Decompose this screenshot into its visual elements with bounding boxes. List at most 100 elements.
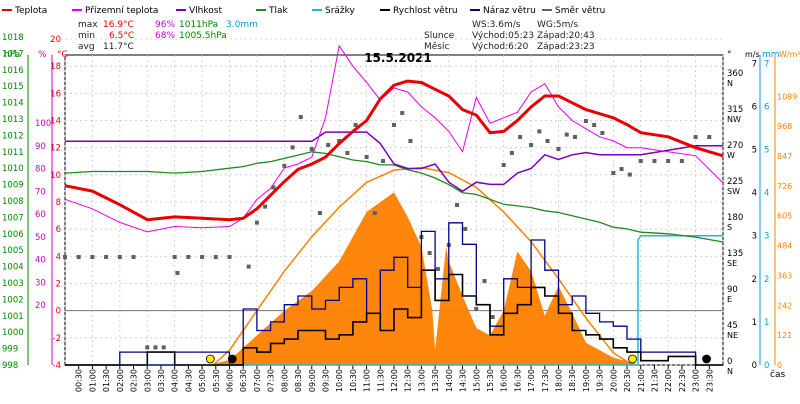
stat-max-rain: 3.0mm <box>226 20 258 30</box>
c-tick-label: 6 <box>56 225 61 235</box>
x-tick-label: 04:30 <box>184 369 193 392</box>
x-tick-label: 11:00 <box>363 369 372 392</box>
wind-direction-point <box>435 267 440 271</box>
x-tick-label: 10:00 <box>335 369 344 392</box>
pct-tick-label: 50 <box>35 233 46 243</box>
ms-tick-label: 3 <box>752 232 757 242</box>
hpa-tick-label: 1011 <box>2 148 24 158</box>
wind-direction-point <box>364 155 369 159</box>
x-tick-label: 21:00 <box>637 369 646 392</box>
x-tick-label: 05:30 <box>212 369 221 392</box>
stat-avg-temp: 11.7°C <box>103 42 134 52</box>
wind-direction-point <box>271 185 276 190</box>
hpa-tick-label: 998 <box>2 361 18 371</box>
x-tick-label: 12:00 <box>390 369 399 392</box>
c-tick-label: 18 <box>50 62 61 72</box>
ms-tick-label: 0 <box>752 361 757 371</box>
deg-tick-label: 360 <box>727 69 743 79</box>
wind-direction-point <box>537 129 542 134</box>
wind-direction-point <box>353 123 358 127</box>
stat-min-hum: 68% <box>155 31 175 41</box>
wind-direction-point <box>400 111 405 115</box>
wind-direction-point <box>282 163 287 168</box>
wind-direction-point <box>381 159 386 163</box>
c-tick-label: 12 <box>50 144 61 154</box>
x-tick-label: 05:00 <box>198 369 207 392</box>
hpa-tick-label: 999 <box>2 345 18 355</box>
x-tick-label: 02:30 <box>130 369 139 392</box>
stats-block: max 16.9°C 96% 1011hPa 3.0mm min 6.5°C 6… <box>78 20 595 52</box>
wind-direction-point <box>345 151 350 155</box>
pct-tick-label: 30 <box>35 278 46 288</box>
deg-dir-label: S <box>727 223 732 232</box>
x-tick-label: 15:00 <box>472 369 481 392</box>
wm2-tick-label: 847 <box>777 152 792 161</box>
legend-label-precipitation: Srážky <box>325 6 356 16</box>
moonset-marker <box>702 354 711 364</box>
moonrise-marker <box>227 354 237 364</box>
x-tick-label: 01:30 <box>102 369 111 392</box>
x-tick-label: 17:30 <box>541 369 550 392</box>
wind-speed-line <box>65 269 723 366</box>
wm2-tick-label: 1089 <box>777 92 797 101</box>
wm2-tick-label: 605 <box>777 212 792 221</box>
legend-label-wind_direction: Směr větru <box>555 6 605 16</box>
pct-tick-label: 20 <box>35 301 46 311</box>
solar-theory-line <box>212 166 633 366</box>
x-tick-label: 16:00 <box>500 369 509 392</box>
wind-direction-point <box>627 172 632 177</box>
wind-direction-point <box>200 255 205 259</box>
x-tick-label: 14:00 <box>445 369 454 392</box>
moonrise-text: Východ:6:20 <box>472 42 529 52</box>
wind-direction-point <box>463 227 468 231</box>
x-tick-label: 19:00 <box>582 369 591 392</box>
pct-tick-label: 90 <box>35 142 46 152</box>
wind-direction-point <box>317 211 322 215</box>
apparent-temp-line <box>64 44 724 233</box>
wind-direction-point <box>482 279 487 283</box>
x-tick-label: 03:00 <box>143 369 152 392</box>
hpa-tick-label: 1015 <box>2 82 24 92</box>
axis-hpa-label: hPa <box>4 50 20 60</box>
x-tick-label: 07:30 <box>267 369 276 392</box>
hpa-tick-label: 1017 <box>2 49 24 59</box>
axis-wm2-label: W/m² <box>779 50 800 59</box>
stat-min-press: 1005.5hPa <box>179 31 227 41</box>
hpa-tick-label: 1016 <box>2 66 24 76</box>
wm2-tick-label: 121 <box>777 331 792 340</box>
wind-direction-point <box>564 132 569 137</box>
wind-direction-point <box>309 147 314 151</box>
pct-tick-label: 100 <box>35 119 51 129</box>
x-tick-label: 06:30 <box>239 369 248 392</box>
axis-mm-label: mm <box>762 50 780 60</box>
deg-tick-label: 225 <box>727 177 743 187</box>
legend-label-pressure: Tlak <box>268 6 289 16</box>
deg-dir-label: SW <box>727 187 740 196</box>
stat-wg: WG:5m/s <box>537 20 578 30</box>
hpa-tick-label: 1005 <box>2 246 24 256</box>
wind-direction-point <box>611 171 616 175</box>
wind-direction-point <box>518 135 523 139</box>
pct-tick-label: 70 <box>35 187 46 197</box>
mm-tick-label: 7 <box>764 59 769 69</box>
wind-direction-point <box>172 255 177 259</box>
wind-direction-point <box>186 255 191 259</box>
wind-direction-point <box>638 159 643 163</box>
legend: Teplota Přízemní teplota Vlhkost Tlak Srážky… <box>2 6 605 16</box>
hpa-tick-label: 1013 <box>2 115 24 125</box>
x-tick-label: 03:30 <box>157 369 166 392</box>
x-tick-label: 21:30 <box>650 369 659 392</box>
wind-direction-point <box>161 345 166 350</box>
legend-label-wind_speed: Rychlost větru <box>393 6 458 16</box>
wind-direction-point <box>153 345 158 350</box>
wind-direction-point <box>213 255 218 259</box>
moon-label: Měsíc <box>424 42 449 52</box>
wind-direction-point <box>474 307 479 311</box>
deg-tick-label: 135 <box>727 249 743 259</box>
x-axis-label: čas <box>770 369 785 380</box>
wind-direction-point <box>556 147 561 151</box>
hpa-tick-label: 1004 <box>2 263 24 273</box>
x-tick-label: 07:00 <box>253 369 262 392</box>
deg-dir-label: SE <box>727 259 737 268</box>
